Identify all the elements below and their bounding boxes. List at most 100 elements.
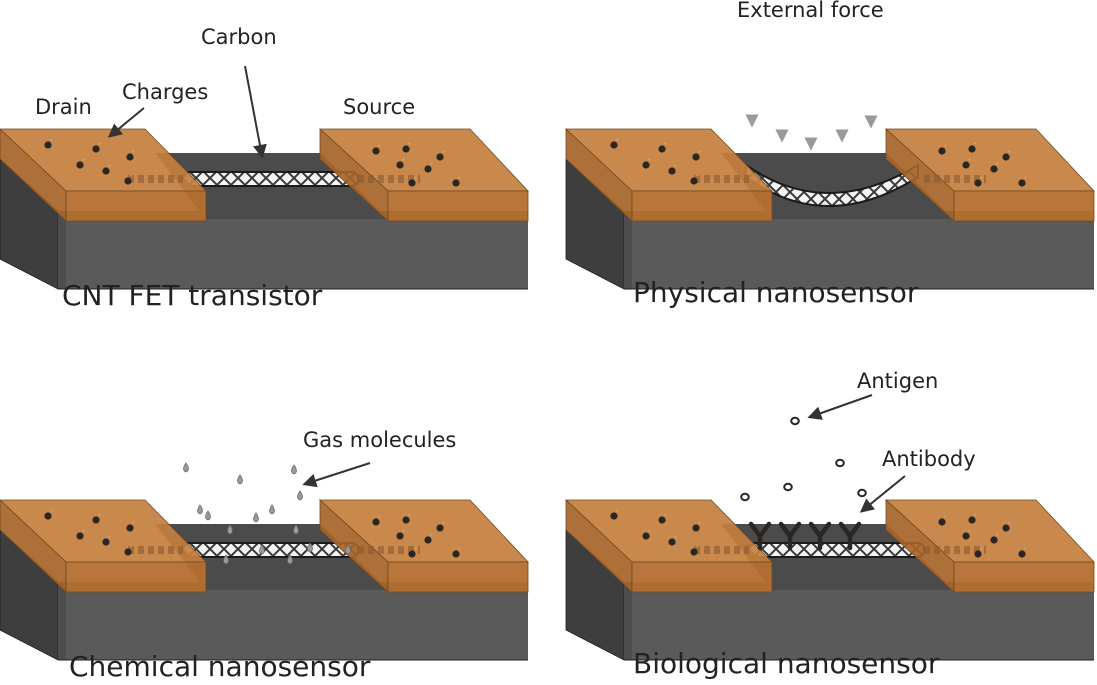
- electron-icon: -: [92, 140, 101, 153]
- gas-molecule-icon: [297, 490, 303, 501]
- substrate-front: [624, 211, 1094, 289]
- svg-text:-: -: [132, 519, 135, 527]
- electron-icon: -: [658, 140, 667, 153]
- antigen-icon: [783, 482, 793, 492]
- svg-text:-: -: [378, 513, 381, 521]
- electron-icon: -: [962, 527, 971, 540]
- electron-icon: -: [436, 148, 445, 161]
- gas-molecule-icon: [253, 512, 259, 523]
- electron-icon: -: [962, 156, 971, 169]
- svg-text:-: -: [996, 531, 999, 539]
- svg-text:-: -: [698, 519, 701, 527]
- electron-icon: -: [124, 172, 133, 185]
- svg-text:-: -: [98, 140, 101, 148]
- svg-text:-: -: [980, 545, 983, 553]
- electron-icon: -: [968, 140, 977, 153]
- sensor-device: - ------ --- ---: [564, 128, 1095, 290]
- carbon-label: Carbon: [201, 25, 277, 49]
- gas-molecule-icon: [345, 544, 351, 555]
- svg-text:-: -: [1008, 519, 1011, 527]
- svg-text:-: -: [402, 527, 405, 535]
- drain-label: Drain: [35, 95, 92, 119]
- electron-icon: -: [124, 543, 133, 556]
- electron-icon: -: [668, 162, 677, 175]
- svg-text:-: -: [648, 156, 651, 164]
- electron-icon: -: [690, 172, 699, 185]
- gas-molecule-icon: [183, 462, 189, 473]
- svg-text:-: -: [132, 148, 135, 156]
- gas-molecule-icon: [197, 504, 203, 515]
- electron-icon: -: [76, 156, 85, 169]
- electron-icon: -: [396, 527, 405, 540]
- electron-icon: -: [692, 148, 701, 161]
- gas-molecules-label: Gas molecules: [303, 428, 457, 452]
- electron-icon: -: [126, 148, 135, 161]
- nanotube-icon: [182, 171, 359, 187]
- svg-text:-: -: [698, 148, 701, 156]
- electron-icon: -: [408, 174, 417, 187]
- gas-molecule-icon: [205, 510, 211, 521]
- panel-title-chemical: Chemical nanosensor: [69, 650, 371, 683]
- svg-text:-: -: [674, 533, 677, 541]
- gas-molecule-icon: [237, 474, 243, 485]
- antibody-icon: [838, 521, 862, 551]
- antigen-arrow: [807, 394, 873, 420]
- antigen-icon: [835, 458, 845, 468]
- svg-text:-: -: [968, 527, 971, 535]
- antibody-icon: [748, 521, 772, 551]
- electron-icon: -: [424, 531, 433, 544]
- carbon-arrow: [244, 65, 267, 159]
- electron-icon: -: [690, 543, 699, 556]
- gas-molecule-icon: [291, 464, 297, 475]
- electron-icon: -: [968, 511, 977, 524]
- electron-icon: -: [372, 513, 381, 526]
- svg-text:-: -: [674, 162, 677, 170]
- substrate-front: [58, 582, 528, 660]
- electron-icon: -: [692, 519, 701, 532]
- electron-icon: -: [372, 142, 381, 155]
- electron-icon: -: [990, 160, 999, 173]
- svg-text:-: -: [648, 527, 651, 535]
- svg-text:-: -: [82, 156, 85, 164]
- svg-text:-: -: [974, 140, 977, 148]
- antibody-arrow: [859, 475, 906, 513]
- electron-icon: -: [452, 174, 461, 187]
- svg-text:-: -: [968, 156, 971, 164]
- svg-text:-: -: [996, 160, 999, 168]
- svg-text:-: -: [664, 511, 667, 519]
- electron-icon: -: [642, 527, 651, 540]
- sensor-device: - ------ --- ---: [0, 499, 529, 661]
- gas-molecule-icon: [223, 554, 229, 565]
- panel-title-biological: Biological nanosensor: [633, 647, 940, 680]
- electron-icon: -: [402, 511, 411, 524]
- gas-molecule-icon: [287, 554, 293, 565]
- electron-icon: -: [974, 174, 983, 187]
- svg-text:-: -: [458, 174, 461, 182]
- source-label: Source: [343, 95, 416, 119]
- svg-text:-: -: [408, 140, 411, 148]
- electron-icon: -: [44, 136, 53, 149]
- gas-arrow: [302, 462, 371, 488]
- electron-icon: -: [396, 156, 405, 169]
- electron-icon: -: [938, 142, 947, 155]
- svg-text:-: -: [974, 511, 977, 519]
- panel-title-physical: Physical nanosensor: [633, 276, 919, 309]
- svg-text:-: -: [696, 172, 699, 180]
- substrate-front: [58, 211, 528, 289]
- svg-text:-: -: [50, 507, 53, 515]
- svg-text:-: -: [1024, 174, 1027, 182]
- source-electrode: [318, 499, 529, 593]
- svg-text:-: -: [108, 533, 111, 541]
- svg-text:-: -: [696, 543, 699, 551]
- electron-icon: -: [1018, 174, 1027, 187]
- antigen-icon: [790, 416, 800, 426]
- gas-molecule-icon: [293, 524, 299, 535]
- electron-icon: -: [1018, 545, 1027, 558]
- svg-text:-: -: [664, 140, 667, 148]
- electron-icon: -: [452, 545, 461, 558]
- svg-text:-: -: [442, 148, 445, 156]
- electron-icon: -: [990, 531, 999, 544]
- svg-text:-: -: [414, 174, 417, 182]
- antibody-icon: [778, 521, 802, 551]
